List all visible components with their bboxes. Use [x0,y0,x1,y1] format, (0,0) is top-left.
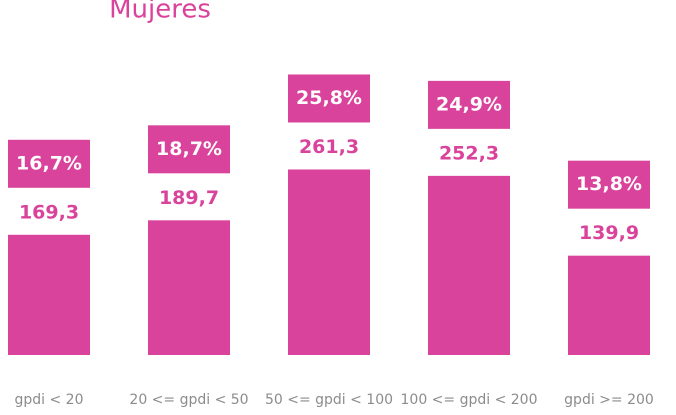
share-label: 13,8% [576,173,642,195]
share-box [428,80,510,129]
x-tick-label: 100 <= gpdi < 200 [401,392,538,408]
share-box [8,139,90,188]
share-box [148,125,230,174]
x-tick-label: gpdi < 20 [15,392,84,408]
share-box [568,160,650,209]
bar [568,255,650,355]
share-label: 18,7% [156,138,222,160]
value-label: 252,3 [439,142,499,164]
value-label: 261,3 [299,136,359,158]
bar [148,220,230,355]
x-tick-label: gpdi >= 200 [564,392,654,408]
share-label: 16,7% [16,152,82,174]
x-tick-label: 50 <= gpdi < 100 [265,392,393,408]
share-box [288,74,370,123]
share-label: 25,8% [296,87,362,109]
bar [288,169,370,355]
bar [8,234,90,355]
value-label: 169,3 [19,201,79,223]
chart-title: Mujeres [109,0,211,25]
value-label: 189,7 [159,187,219,209]
x-tick-label: 20 <= gpdi < 50 [129,392,248,408]
value-label: 139,9 [579,222,639,244]
share-label: 24,9% [436,93,502,115]
bar [428,175,510,355]
